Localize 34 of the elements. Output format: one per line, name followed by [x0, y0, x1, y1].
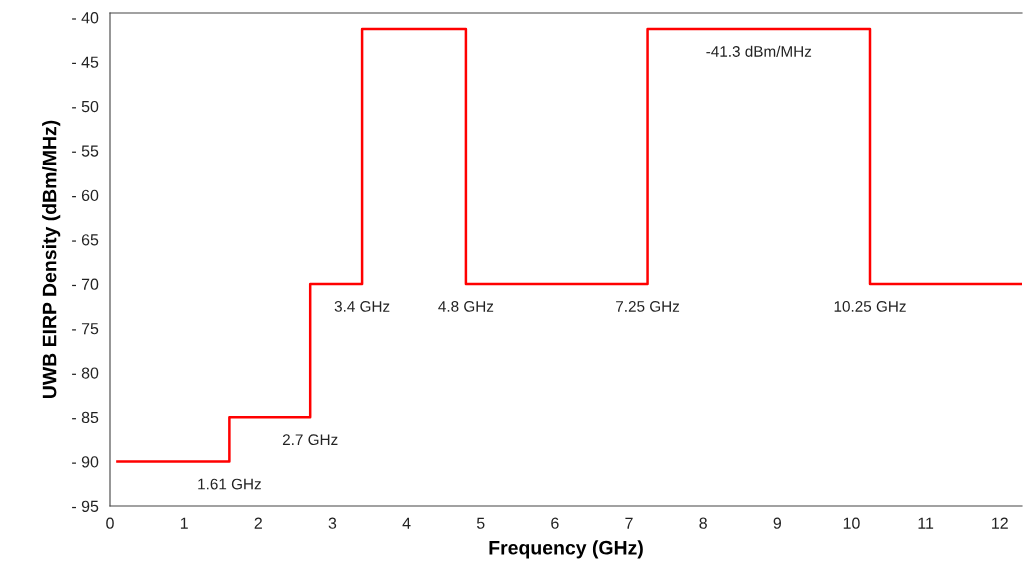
x-tick-label: 4: [402, 517, 411, 529]
x-tick-label: 0: [106, 517, 114, 529]
x-axis-title: Frequency (GHz): [489, 540, 643, 559]
annotation: 10.25 GHz: [834, 301, 906, 312]
y-tick-label: - 55: [72, 145, 99, 157]
x-tick-label: 2: [254, 517, 262, 529]
x-tick-label: 9: [773, 517, 781, 529]
x-tick-label: 11: [918, 517, 934, 529]
x-tick-label: 1: [180, 517, 188, 529]
y-tick-label: - 80: [72, 367, 99, 379]
y-tick-label: - 65: [72, 234, 99, 246]
x-tick-label: 7: [625, 517, 633, 529]
y-tick-label: - 85: [72, 411, 99, 424]
x-tick-label: 5: [476, 517, 485, 529]
y-axis-title: UWB EIRP Density (dBm/MHz): [42, 120, 61, 399]
x-tick-label: 3: [328, 517, 337, 529]
y-tick-label: - 40: [72, 12, 99, 24]
annotation: 1.61 GHz: [198, 478, 261, 490]
x-tick-label: 8: [699, 517, 707, 529]
y-tick-label: - 70: [72, 278, 99, 290]
x-tick-label: 10: [843, 517, 860, 529]
annotation: 2.7 GHz: [282, 434, 338, 446]
y-tick-label: - 50: [72, 100, 99, 113]
y-tick-label: - 95: [72, 500, 99, 512]
y-tick-label: - 60: [72, 189, 99, 202]
annotation: 7.25 GHz: [616, 301, 680, 312]
y-tick-label: - 90: [72, 456, 99, 468]
y-tick-label: - 75: [72, 323, 99, 335]
annotation: 3.4 GHz: [334, 301, 390, 312]
annotation: 4.8 GHz: [438, 301, 494, 312]
annotation: -41.3 dBm/MHz: [706, 45, 812, 57]
x-tick-label: 6: [551, 517, 559, 529]
x-tick-label: 12: [992, 517, 1008, 529]
y-tick-label: - 45: [72, 56, 99, 68]
